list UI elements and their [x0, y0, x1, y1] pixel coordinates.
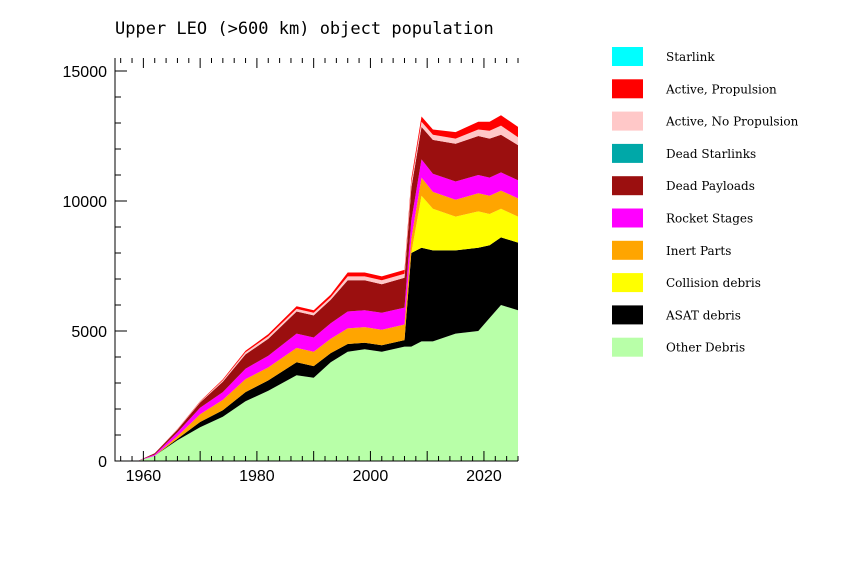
y-tick-label: 5000	[71, 324, 107, 341]
legend-label: Rocket Stages	[666, 212, 753, 226]
legend-label: Collision debris	[666, 276, 761, 290]
legend-label: Active, No Propulsion	[665, 115, 799, 129]
x-tick-label: 1960	[126, 468, 162, 485]
y-tick-label: 0	[98, 454, 107, 471]
legend-swatch	[612, 143, 643, 163]
legend-label: Active, Propulsion	[665, 82, 777, 96]
legend-swatch	[612, 273, 643, 293]
legend-swatch	[612, 305, 643, 325]
legend-swatch	[612, 79, 643, 99]
series-areas	[137, 115, 518, 462]
area-rocket-stages	[137, 159, 518, 461]
legend-label: Dead Starlinks	[666, 147, 756, 161]
legend-label: Other Debris	[666, 341, 745, 355]
axes: 1960 1980 2000 2020 0 5000 10000 15000	[63, 58, 519, 485]
area-inert-parts	[137, 177, 518, 461]
legend-swatch	[612, 47, 643, 66]
area-asat-debris	[137, 237, 518, 461]
legend-label: Starlink	[666, 50, 715, 64]
chart-title: Upper LEO (>600 km) object population	[115, 19, 494, 39]
legend-label: ASAT debris	[665, 308, 741, 322]
legend-label: Inert Parts	[666, 244, 731, 258]
x-tick-label: 1980	[239, 468, 275, 485]
area-collision-debris	[137, 195, 518, 462]
legend-swatch	[612, 240, 643, 260]
area-other-debris	[137, 305, 518, 461]
legend-swatch	[612, 337, 643, 357]
area-dead-payloads	[137, 126, 518, 462]
legend-swatch	[612, 176, 643, 196]
legend-swatch	[612, 111, 643, 131]
legend-label: Dead Payloads	[666, 179, 755, 193]
x-tick-label: 2020	[466, 468, 502, 485]
x-tick-label: 2000	[353, 468, 389, 485]
y-tick-label: 15000	[63, 64, 108, 81]
legend: Starlink Active, Propulsion Active, No Pro…	[612, 47, 799, 357]
y-tick-label: 10000	[63, 194, 108, 211]
legend-swatch	[612, 208, 643, 228]
